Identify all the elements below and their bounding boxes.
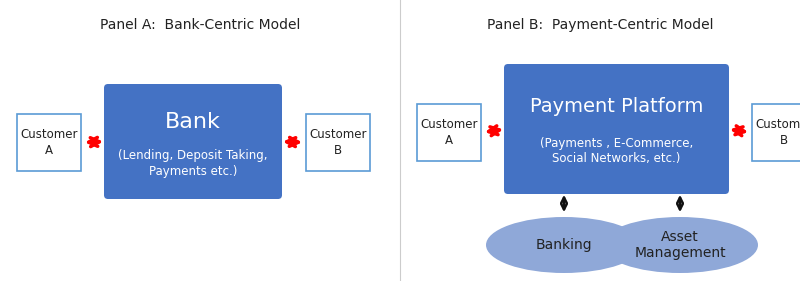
- FancyBboxPatch shape: [752, 104, 800, 161]
- FancyBboxPatch shape: [17, 114, 81, 171]
- FancyBboxPatch shape: [504, 64, 729, 194]
- Ellipse shape: [486, 217, 642, 273]
- Text: Panel A:  Bank-Centric Model: Panel A: Bank-Centric Model: [100, 18, 300, 32]
- FancyBboxPatch shape: [306, 114, 370, 171]
- Text: Banking: Banking: [536, 238, 592, 252]
- Text: Payment Platform: Payment Platform: [530, 98, 703, 117]
- Ellipse shape: [602, 217, 758, 273]
- FancyBboxPatch shape: [417, 104, 481, 161]
- FancyBboxPatch shape: [104, 84, 282, 199]
- Text: Panel B:  Payment-Centric Model: Panel B: Payment-Centric Model: [486, 18, 714, 32]
- Text: Customer
A: Customer A: [20, 128, 78, 157]
- Text: Customer
B: Customer B: [755, 119, 800, 146]
- Text: (Payments , E-Commerce,
Social Networks, etc.): (Payments , E-Commerce, Social Networks,…: [540, 137, 693, 165]
- Text: (Lending, Deposit Taking,
Payments etc.): (Lending, Deposit Taking, Payments etc.): [118, 149, 268, 178]
- Text: Customer
A: Customer A: [420, 119, 478, 146]
- Text: Bank: Bank: [165, 112, 221, 132]
- Text: Customer
B: Customer B: [310, 128, 366, 157]
- Text: Asset
Management: Asset Management: [634, 230, 726, 260]
